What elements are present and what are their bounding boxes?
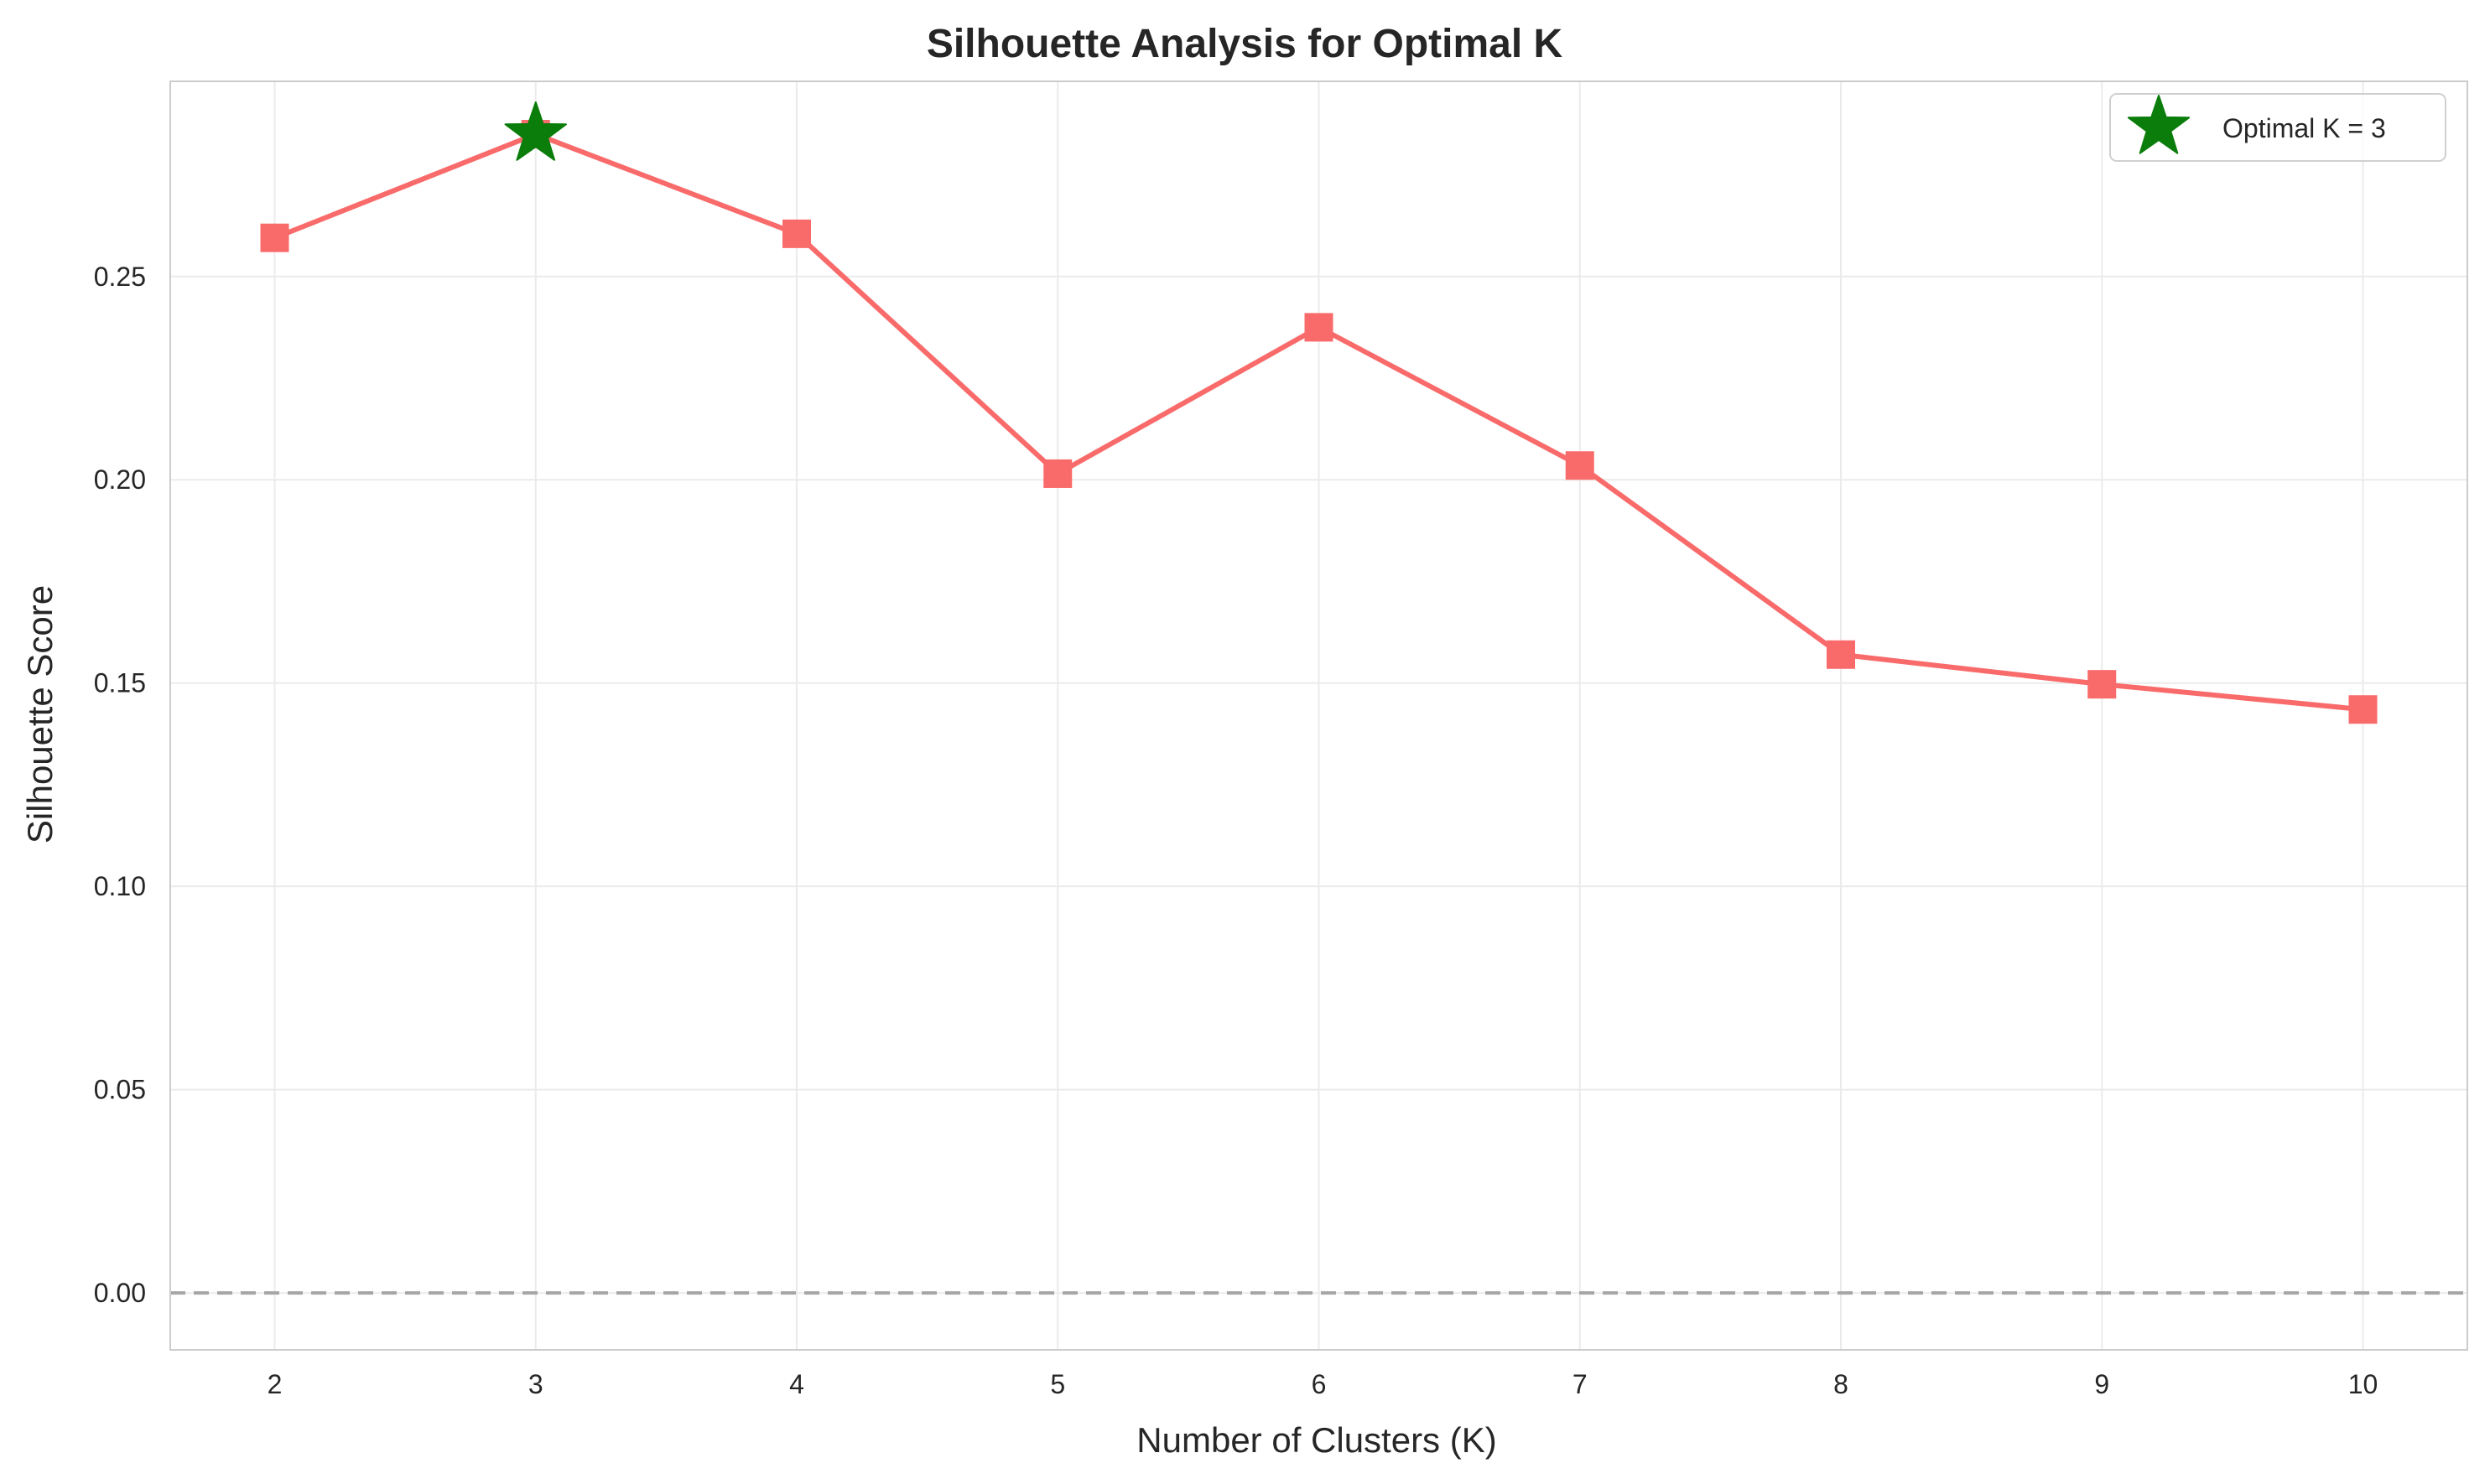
data-point-marker [1565,451,1594,480]
optimal-k-star-marker [504,101,567,161]
chart-title: Silhouette Analysis for Optimal K [927,22,1563,66]
y-tick-label: 0.10 [94,871,146,901]
x-tick-label: 8 [1833,1369,1848,1399]
legend-box [2109,93,2446,162]
data-point-marker [260,223,289,252]
y-tick-label: 0.15 [94,668,146,698]
data-point-marker [2348,695,2378,724]
x-tick-label: 3 [528,1369,543,1399]
series-group [260,120,2378,724]
legend: Optimal K = 3 [2109,93,2446,162]
x-tick-label: 7 [1572,1369,1588,1399]
highlight-group [504,101,567,161]
x-tick-label: 5 [1050,1369,1065,1399]
x-tick-label: 9 [2094,1369,2109,1399]
data-point-marker [1043,459,1073,488]
x-tick-label: 10 [2348,1369,2378,1399]
legend-star-icon [2127,95,2191,154]
x-axis-label: Number of Clusters (K) [1136,1420,1496,1460]
legend-star-shape [2127,95,2191,154]
x-tick-label: 4 [789,1369,804,1399]
data-point-marker [782,219,811,248]
data-point-marker [1827,640,1855,669]
plot-frame [169,80,2468,1351]
y-axis-label: Silhouette Score [20,585,60,843]
y-tick-labels: 0.00 0.05 0.10 0.15 0.20 0.25 [94,262,146,1308]
y-tick-label: 0.20 [94,464,146,495]
legend-label: Optimal K = 3 [2222,113,2386,143]
y-tick-label: 0.25 [94,262,146,292]
x-tick-labels: 2 3 4 5 6 7 8 9 10 [268,1369,2378,1399]
data-point-marker [2087,670,2117,699]
y-tick-label: 0.00 [94,1278,146,1308]
data-point-marker [1304,313,1333,342]
x-tick-label: 6 [1312,1369,1327,1399]
y-tick-label: 0.05 [94,1075,146,1105]
x-tick-label: 2 [268,1369,283,1399]
